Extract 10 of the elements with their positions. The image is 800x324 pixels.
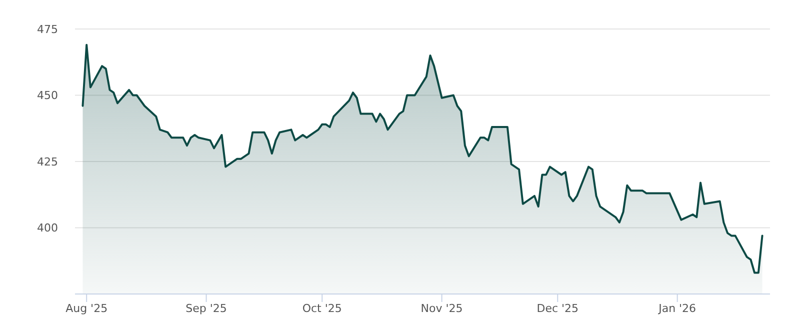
- x-tick-label: Sep '25: [186, 302, 227, 315]
- y-tick-label: 450: [37, 89, 58, 102]
- y-tick-label: 425: [37, 155, 58, 168]
- x-tick-label: Oct '25: [302, 302, 342, 315]
- x-tick-label: Dec '25: [536, 302, 579, 315]
- x-tick-label: Aug '25: [66, 302, 108, 315]
- y-tick-label: 400: [37, 222, 58, 235]
- x-tick-label: Jan '26: [658, 302, 696, 315]
- y-tick-label: 475: [37, 22, 58, 36]
- x-tick-label: Nov '25: [420, 302, 463, 315]
